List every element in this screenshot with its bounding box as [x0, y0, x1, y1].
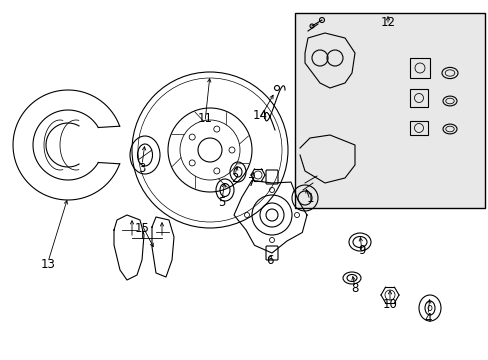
Text: 10: 10 — [382, 298, 397, 311]
Text: 13: 13 — [41, 258, 55, 271]
Text: 3: 3 — [138, 162, 145, 175]
Text: 2: 2 — [231, 171, 238, 185]
Text: 4: 4 — [424, 311, 431, 324]
Text: 5: 5 — [218, 195, 225, 208]
Text: 7: 7 — [248, 176, 255, 189]
Text: 14: 14 — [252, 108, 267, 122]
Text: 6: 6 — [265, 253, 273, 266]
Text: 8: 8 — [350, 282, 358, 294]
Text: 9: 9 — [358, 243, 365, 256]
Bar — [409, 121, 427, 135]
Text: 15: 15 — [134, 221, 149, 234]
Bar — [409, 58, 429, 78]
Text: 1: 1 — [305, 192, 313, 204]
Bar — [409, 89, 427, 107]
Text: 12: 12 — [380, 15, 395, 28]
Text: 11: 11 — [197, 112, 212, 125]
Bar — [294, 13, 484, 208]
